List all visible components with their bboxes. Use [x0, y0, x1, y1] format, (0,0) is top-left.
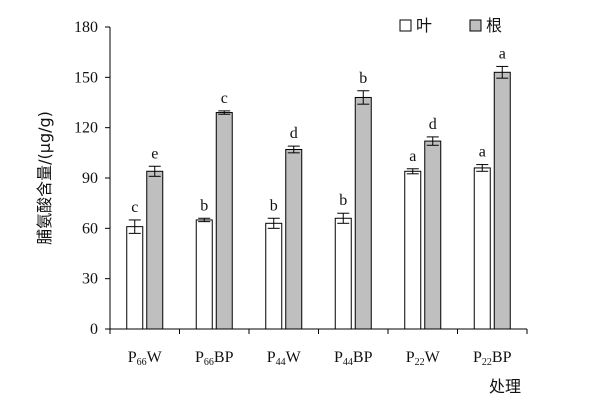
- x-tick-label: P22W: [406, 349, 441, 368]
- x-axis-label: 处理: [489, 377, 521, 396]
- x-tick-label-rest: W: [286, 349, 302, 366]
- x-tick-label: P44W: [267, 349, 302, 368]
- x-tick-label-rest: W: [425, 349, 441, 366]
- bar-series-1: [195, 219, 213, 330]
- x-tick-label-rest: BP: [492, 349, 512, 366]
- y-tick-label: 90: [82, 170, 98, 187]
- legend-label: 叶: [416, 16, 432, 35]
- x-tick-label-sub: 44: [343, 357, 353, 368]
- x-tick-label-sub: 44: [276, 357, 286, 368]
- x-axis: P66W P66BP P44W P44BP P22W P22BP: [109, 328, 528, 368]
- y-tick-label: 120: [74, 120, 98, 137]
- x-tick-label-base: P: [334, 349, 343, 366]
- bar-series-2: [146, 170, 164, 330]
- significance-letter: c: [221, 90, 228, 107]
- x-tick-label: P66W: [128, 349, 163, 368]
- x-tick-label-sub: 22: [482, 357, 492, 368]
- bar-series-1: [265, 222, 283, 330]
- legend-swatch: [469, 19, 482, 32]
- bar-series-1: [404, 170, 422, 330]
- significance-letter: b: [359, 70, 367, 87]
- x-tick-label: P22BP: [473, 349, 512, 368]
- x-tick-label-sub: 66: [137, 357, 147, 368]
- x-tick-label-sub: 66: [204, 357, 214, 368]
- significance-letter: b: [339, 192, 347, 209]
- x-tick-label: P66BP: [195, 349, 234, 368]
- significance-letter: e: [151, 145, 158, 162]
- x-tick-label-base: P: [267, 349, 276, 366]
- y-tick-label: 60: [82, 220, 98, 237]
- significance-letter: a: [409, 148, 416, 165]
- bar-series-2: [424, 140, 442, 330]
- y-tick-label: 150: [74, 69, 98, 86]
- legend-label: 根: [486, 16, 502, 35]
- legend-swatch: [399, 19, 412, 32]
- y-tick-label: 30: [82, 271, 98, 288]
- bar-series-1: [334, 217, 352, 330]
- bar-series-2: [215, 112, 233, 330]
- significance-letter: b: [270, 197, 278, 214]
- bar-series-2: [354, 96, 372, 330]
- x-tick-label-base: P: [195, 349, 204, 366]
- y-axis-label: 脯氨酸含量/(μg/g): [35, 111, 54, 245]
- significance-letter: c: [131, 199, 138, 216]
- significance-letter: b: [200, 197, 208, 214]
- x-tick-label-base: P: [406, 349, 415, 366]
- bar-series-2: [493, 71, 511, 330]
- bar-series-1: [473, 167, 491, 330]
- x-tick-label-base: P: [473, 349, 482, 366]
- legend: 叶根: [399, 16, 502, 35]
- significance-letter: d: [429, 116, 437, 133]
- significance-letter: a: [499, 45, 506, 62]
- x-tick-label-rest: BP: [353, 349, 373, 366]
- y-tick-label: 0: [90, 321, 98, 338]
- bar-series-1: [126, 226, 144, 330]
- y-tick-label: 180: [74, 19, 98, 36]
- x-tick-label-base: P: [128, 349, 137, 366]
- x-tick-label-rest: W: [147, 349, 163, 366]
- x-tick-label-sub: 22: [415, 357, 425, 368]
- significance-letter: a: [479, 144, 486, 161]
- bar-series-2: [285, 148, 303, 330]
- x-tick-label: P44BP: [334, 349, 373, 368]
- significance-letter: d: [290, 125, 298, 142]
- y-axis: 0 30 60 90 120 150 180: [74, 19, 111, 338]
- x-tick-label-rest: BP: [214, 349, 234, 366]
